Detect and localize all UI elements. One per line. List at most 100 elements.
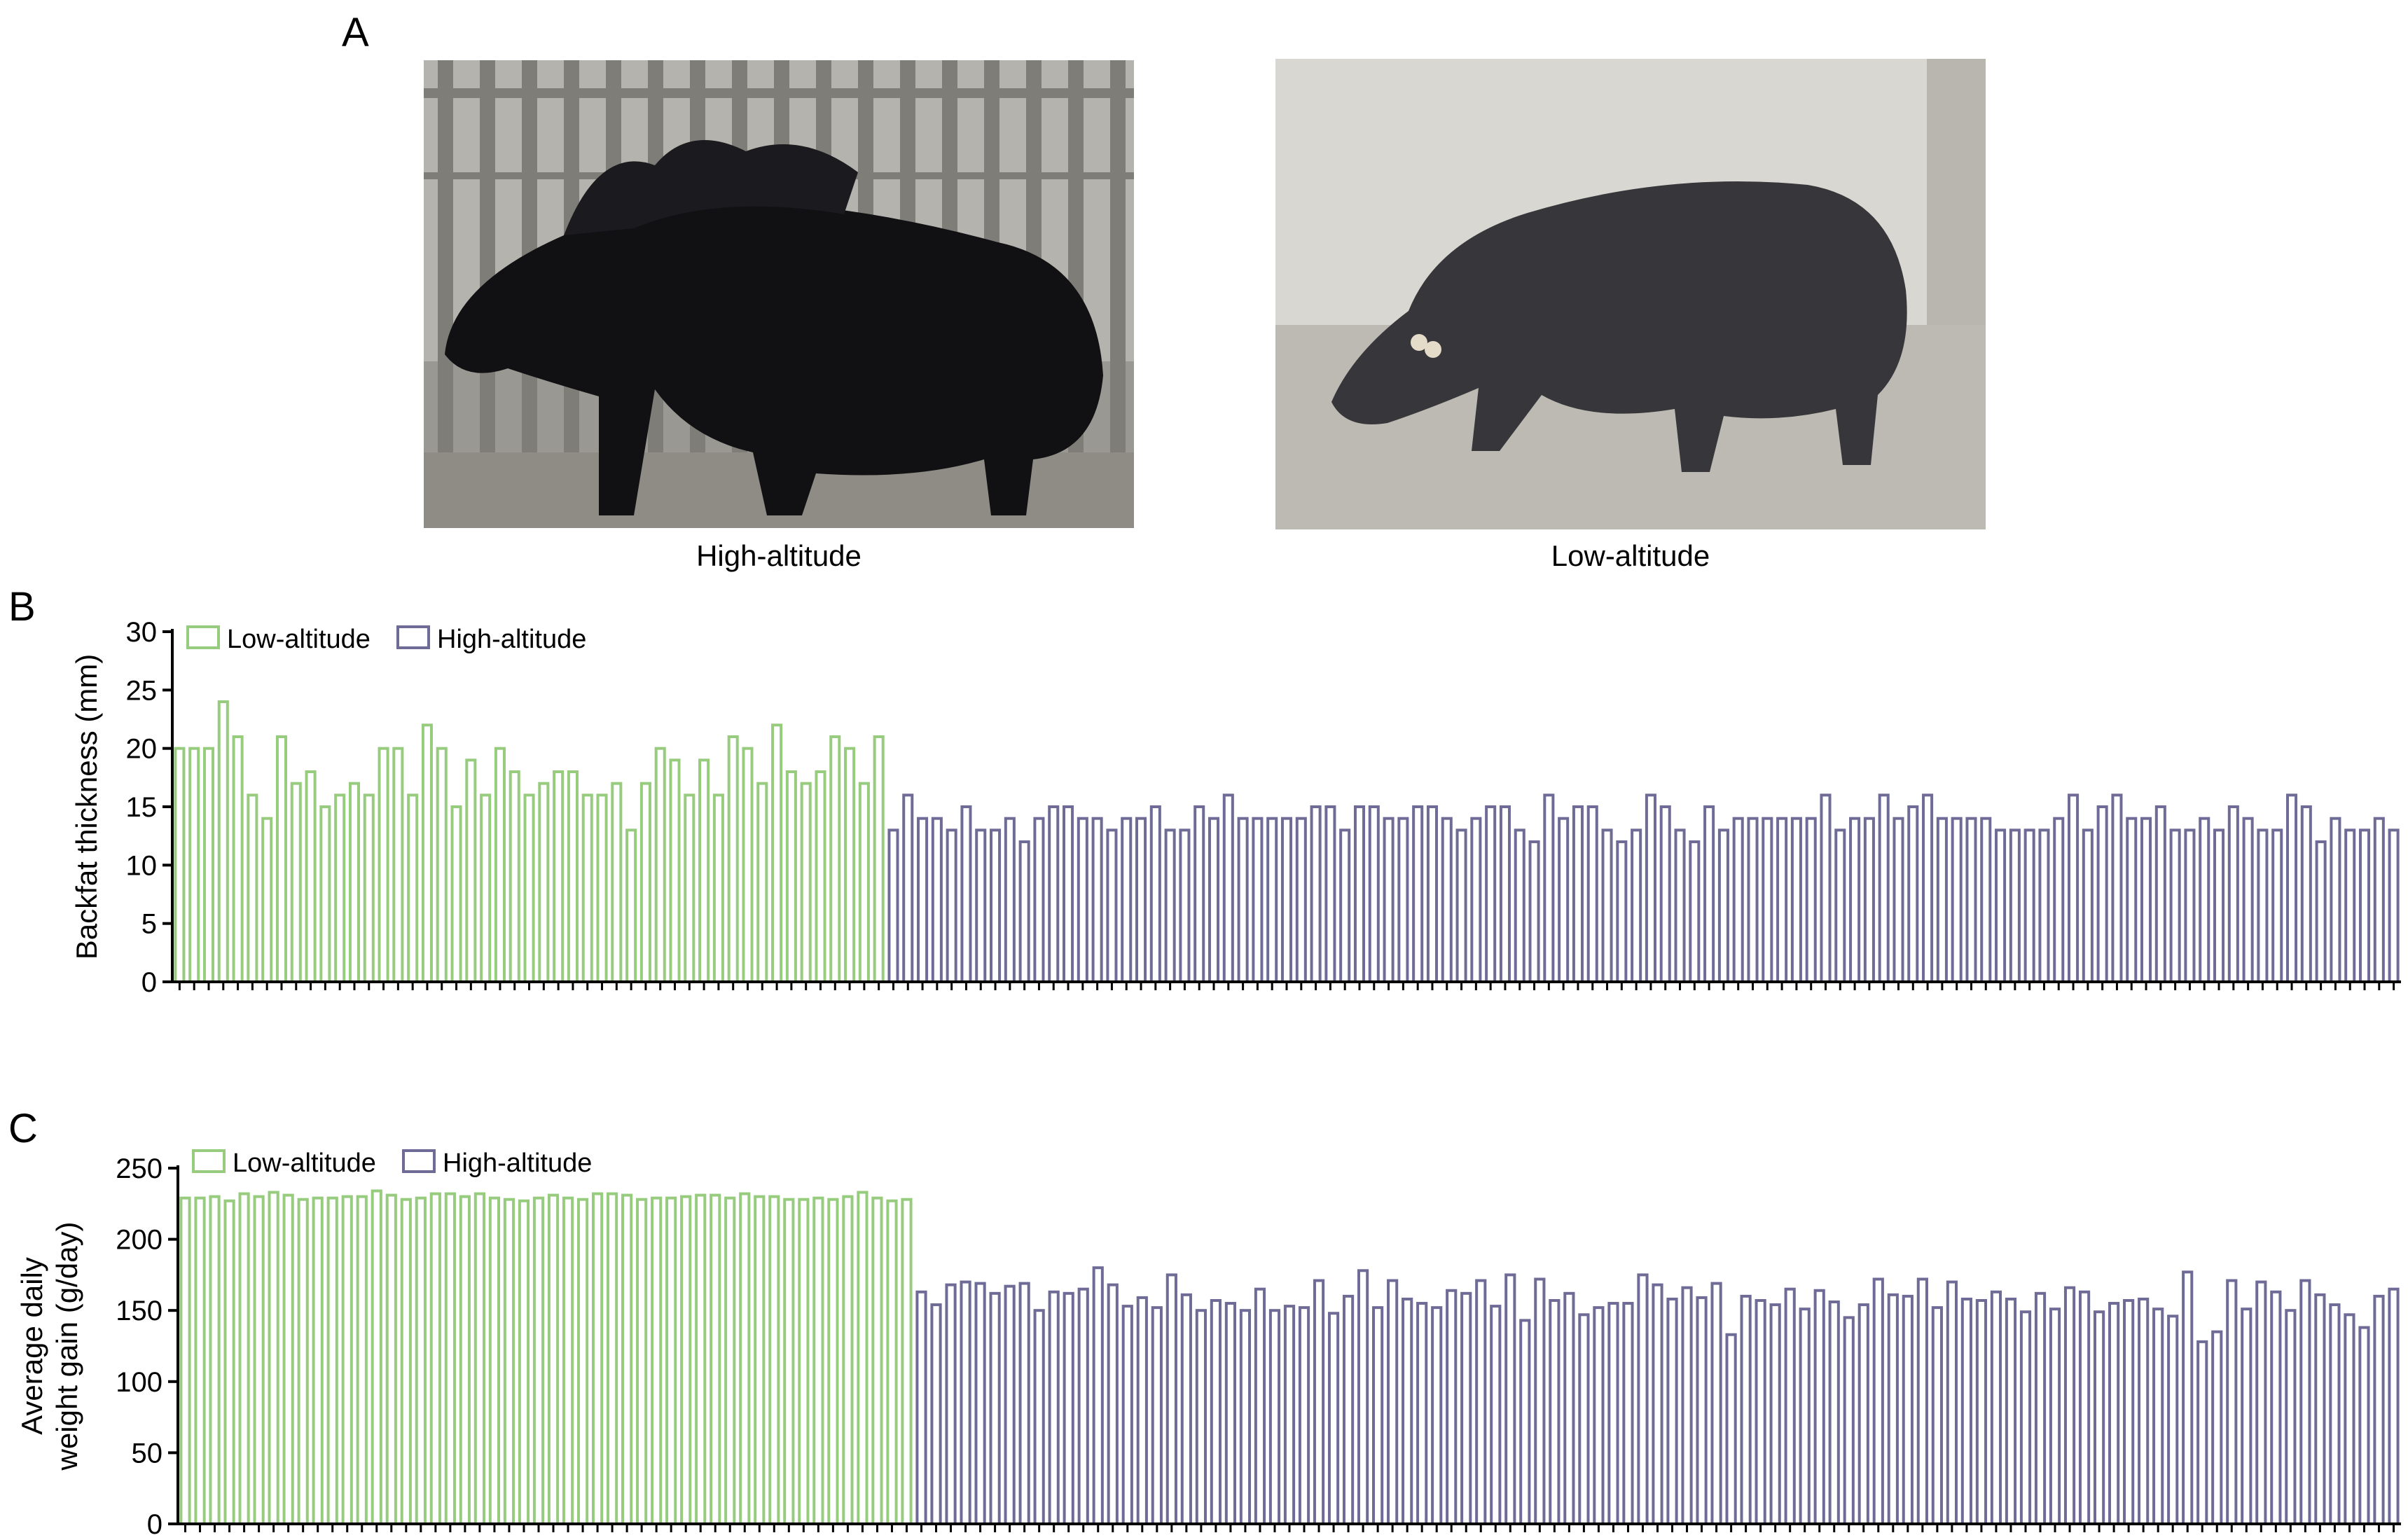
bar-high-altitude-45 <box>1563 1291 1575 1525</box>
bar-low-altitude-30 <box>606 1192 618 1525</box>
bar-high-altitude-62 <box>1813 1289 1825 1525</box>
bar-high-altitude-78 <box>2049 1307 2061 1526</box>
bar-high-altitude-30 <box>1342 1294 1355 1525</box>
bar-high-altitude-11 <box>1063 1291 1074 1525</box>
y-tick-label: 250 <box>116 1153 162 1184</box>
bar-high-altitude-55 <box>1710 1282 1722 1525</box>
bar-low-altitude-2 <box>194 1196 206 1526</box>
bar-high-altitude-70 <box>1931 1306 1943 1525</box>
bar-high-altitude-56 <box>1725 1333 1737 1525</box>
bar-low-altitude-1 <box>179 1196 191 1526</box>
bar-high-altitude-76 <box>2019 1310 2032 1525</box>
bar-high-altitude-100 <box>2373 1294 2385 1525</box>
bar-low-altitude-21 <box>473 1192 485 1525</box>
bar-high-altitude-92 <box>2255 1280 2267 1526</box>
panel-letter-c: C <box>8 1106 38 1151</box>
bar-low-altitude-41 <box>768 1195 780 1525</box>
bar-low-altitude-11 <box>326 1196 338 1526</box>
y-axis-label: Average dailyweight gain (g/day) <box>15 1222 83 1471</box>
y-tick-label: 25 <box>126 675 158 706</box>
bar-high-altitude-69 <box>1916 1277 1928 1525</box>
bar-high-altitude-80 <box>2078 1290 2091 1526</box>
bar-high-altitude-58 <box>1755 1298 1766 1525</box>
y-tick-label: 30 <box>126 617 158 648</box>
bar-low-altitude-42 <box>783 1198 795 1525</box>
bar-high-altitude-20 <box>1195 1309 1207 1525</box>
bar-low-altitude-5 <box>238 1192 250 1525</box>
bar-high-altitude-82 <box>2108 1302 2120 1526</box>
bar-high-altitude-13 <box>1092 1266 1104 1525</box>
bar-high-altitude-96 <box>2314 1293 2326 1525</box>
bar-high-altitude-26 <box>1283 1305 1296 1525</box>
y-tick-label: 10 <box>126 850 158 881</box>
bar-high-altitude-87 <box>2182 1270 2194 1525</box>
bar-high-altitude-63 <box>1828 1300 1840 1525</box>
bar-high-altitude-43 <box>1534 1277 1546 1525</box>
bar-low-altitude-48 <box>871 1196 883 1526</box>
bar-low-altitude-17 <box>415 1196 427 1526</box>
bar-low-altitude-34 <box>665 1196 677 1526</box>
bar-high-altitude-61 <box>1799 1307 1811 1526</box>
bar-low-altitude-8 <box>282 1193 294 1525</box>
bar-high-altitude-37 <box>1446 1289 1458 1525</box>
bar-high-altitude-99 <box>2358 1326 2370 1525</box>
bar-low-altitude-7 <box>268 1191 279 1526</box>
photo-caption-high-altitude: High-altitude <box>696 539 862 572</box>
bar-high-altitude-44 <box>1549 1298 1561 1525</box>
bar-high-altitude-74 <box>1990 1290 2002 1526</box>
legend-label-low-altitude: Low-altitude <box>227 625 371 654</box>
bar-low-altitude-33 <box>651 1196 663 1526</box>
bar-low-altitude-22 <box>488 1196 501 1526</box>
bar-high-altitude-42 <box>1519 1319 1531 1526</box>
bar-high-altitude-14 <box>1107 1283 1119 1525</box>
bar-high-altitude-46 <box>1578 1313 1590 1526</box>
bar-high-altitude-10 <box>1048 1290 1060 1526</box>
bar-low-altitude-31 <box>621 1193 633 1525</box>
bar-high-altitude-38 <box>1460 1291 1472 1525</box>
bar-high-altitude-8 <box>1018 1282 1030 1525</box>
bar-high-altitude-66 <box>1872 1277 1884 1525</box>
bar-high-altitude-88 <box>2196 1340 2208 1526</box>
bar-high-altitude-57 <box>1740 1294 1752 1525</box>
bar-high-altitude-71 <box>1946 1280 1958 1526</box>
photo-caption-low-altitude: Low-altitude <box>1551 539 1710 572</box>
legend-swatch-high-altitude <box>402 1149 436 1173</box>
bar-high-altitude-60 <box>1784 1287 1796 1525</box>
photo-low-altitude-pig <box>1275 59 1986 529</box>
bar-high-altitude-50 <box>1637 1273 1649 1526</box>
bar-high-altitude-48 <box>1607 1302 1619 1526</box>
bar-high-altitude-7 <box>1004 1284 1016 1526</box>
bar-low-altitude-25 <box>532 1196 545 1526</box>
y-tick-label: 15 <box>126 792 158 823</box>
bar-high-altitude-28 <box>1313 1279 1325 1526</box>
bar-low-altitude-26 <box>547 1193 560 1525</box>
bar-high-altitude-27 <box>1298 1306 1310 1525</box>
legend-label-high-altitude: High-altitude <box>437 625 586 654</box>
bar-high-altitude-73 <box>1975 1298 1988 1525</box>
bar-low-altitude-44 <box>812 1196 824 1526</box>
panel-letter-a: A <box>342 10 369 55</box>
bar-high-altitude-59 <box>1769 1303 1781 1525</box>
bar-high-altitude-90 <box>2226 1279 2238 1526</box>
bar-high-altitude-32 <box>1372 1306 1384 1525</box>
y-tick-label: 150 <box>116 1296 162 1326</box>
bar-low-altitude-14 <box>371 1189 382 1525</box>
bar-high-altitude-52 <box>1666 1297 1678 1525</box>
bar-low-altitude-36 <box>695 1193 707 1525</box>
y-tick-label: 100 <box>116 1367 162 1398</box>
bar-low-altitude-19 <box>444 1192 456 1525</box>
bar-high-altitude-9 <box>1033 1309 1045 1525</box>
y-tick-label: 5 <box>141 909 157 940</box>
bar-high-altitude-19 <box>1180 1293 1192 1525</box>
bar-low-altitude-18 <box>429 1192 441 1525</box>
bar-low-altitude-10 <box>312 1196 324 1526</box>
bar-high-altitude-79 <box>2063 1286 2076 1525</box>
bar-high-altitude-53 <box>1681 1286 1693 1525</box>
bar-high-altitude-93 <box>2270 1290 2282 1526</box>
y-tick-label: 20 <box>126 734 158 765</box>
bar-low-altitude-9 <box>297 1198 309 1525</box>
bar-high-altitude-4 <box>960 1280 971 1526</box>
bar-high-altitude-67 <box>1887 1293 1899 1525</box>
bar-high-altitude-24 <box>1254 1287 1266 1525</box>
legend-label-high-altitude: High-altitude <box>443 1149 592 1178</box>
